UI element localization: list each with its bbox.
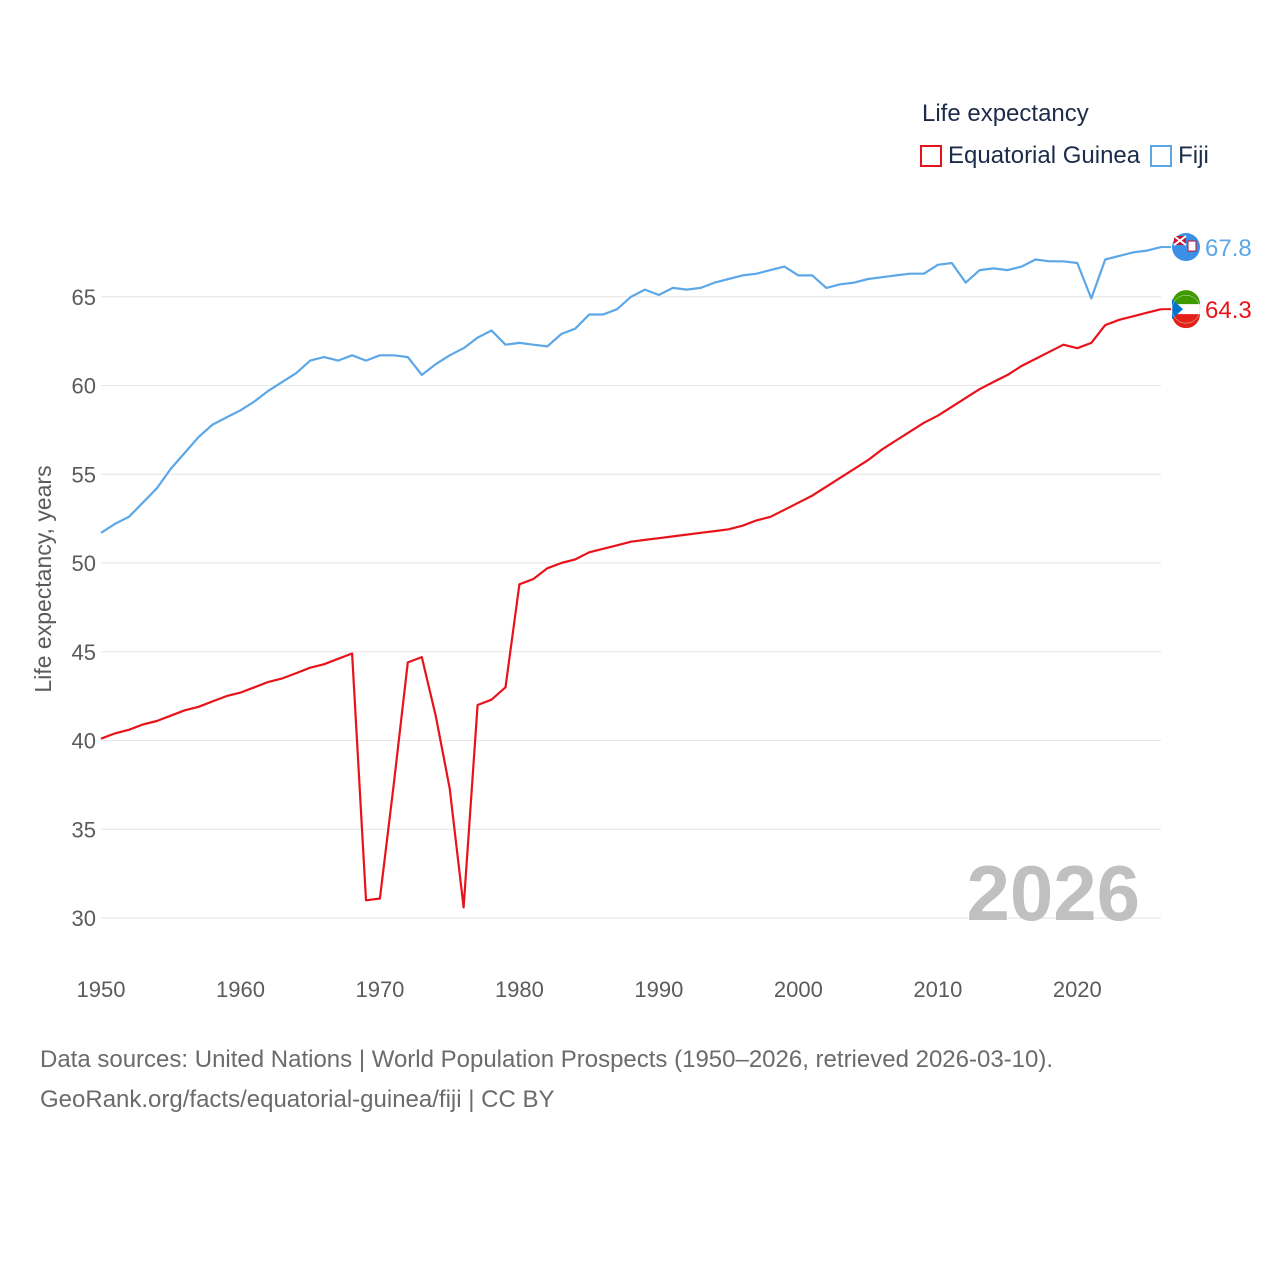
end-value-label-equatorial-guinea: 64.3: [1205, 297, 1252, 324]
footer: Data sources: United Nations | World Pop…: [40, 1040, 1053, 1120]
footer-link[interactable]: GeoRank.org/facts/equatorial-guinea/fiji…: [40, 1086, 555, 1113]
equatorial-guinea-flag-icon: [1171, 290, 1201, 329]
legend-label-fiji: Fiji: [1178, 142, 1209, 169]
y-tick-label: 40: [72, 729, 96, 754]
y-tick-label: 35: [72, 817, 96, 842]
footer-sources: Data sources: United Nations | World Pop…: [40, 1046, 1054, 1073]
x-axis-ticks: 1950 1960 1970 1980 1990 2000 2010 2020: [77, 977, 1102, 1002]
legend-swatch-equatorial-guinea: [920, 145, 942, 167]
y-tick-label: 50: [72, 551, 96, 576]
x-tick-label: 1960: [216, 977, 265, 1002]
x-tick-label: 1970: [355, 977, 404, 1002]
line-chart: 30 35 40 45 50 55 60 65 1950 1960 1970 1980 1990 200…: [30, 233, 1252, 1002]
y-tick-label: 55: [72, 462, 96, 487]
year-watermark: 2026: [966, 849, 1140, 937]
x-tick-label: 2000: [774, 977, 823, 1002]
legend-item-fiji[interactable]: Fiji: [1150, 142, 1209, 170]
legend-title: Life expectancy: [922, 100, 1089, 127]
legend-item-equatorial-guinea[interactable]: Equatorial Guinea: [920, 142, 1140, 170]
end-value-label-fiji: 67.8: [1205, 235, 1252, 262]
x-tick-label: 2020: [1053, 977, 1102, 1002]
y-tick-label: 45: [72, 640, 96, 665]
y-axis-label: Life expectancy, years: [30, 465, 56, 692]
x-tick-label: 1950: [77, 977, 126, 1002]
legend-label-equatorial-guinea: Equatorial Guinea: [948, 142, 1141, 169]
y-tick-label: 30: [72, 906, 96, 931]
series-lines: [100, 246, 1162, 909]
y-tick-label: 65: [72, 285, 96, 310]
x-tick-label: 2010: [913, 977, 962, 1002]
end-labels: 64.3 67.8: [1161, 233, 1252, 329]
legend: Equatorial Guinea Fiji: [920, 142, 1209, 170]
y-tick-label: 60: [72, 374, 96, 399]
x-tick-label: 1990: [634, 977, 683, 1002]
series-line-fiji[interactable]: [100, 246, 1162, 534]
grid: [101, 296, 1161, 919]
y-axis-ticks: 30 35 40 45 50 55 60 65: [72, 285, 96, 931]
x-tick-label: 1980: [495, 977, 544, 1002]
series-line-equatorial-guinea[interactable]: [100, 308, 1162, 909]
legend-swatch-fiji: [1150, 145, 1173, 167]
fiji-flag-icon: [1172, 233, 1200, 262]
